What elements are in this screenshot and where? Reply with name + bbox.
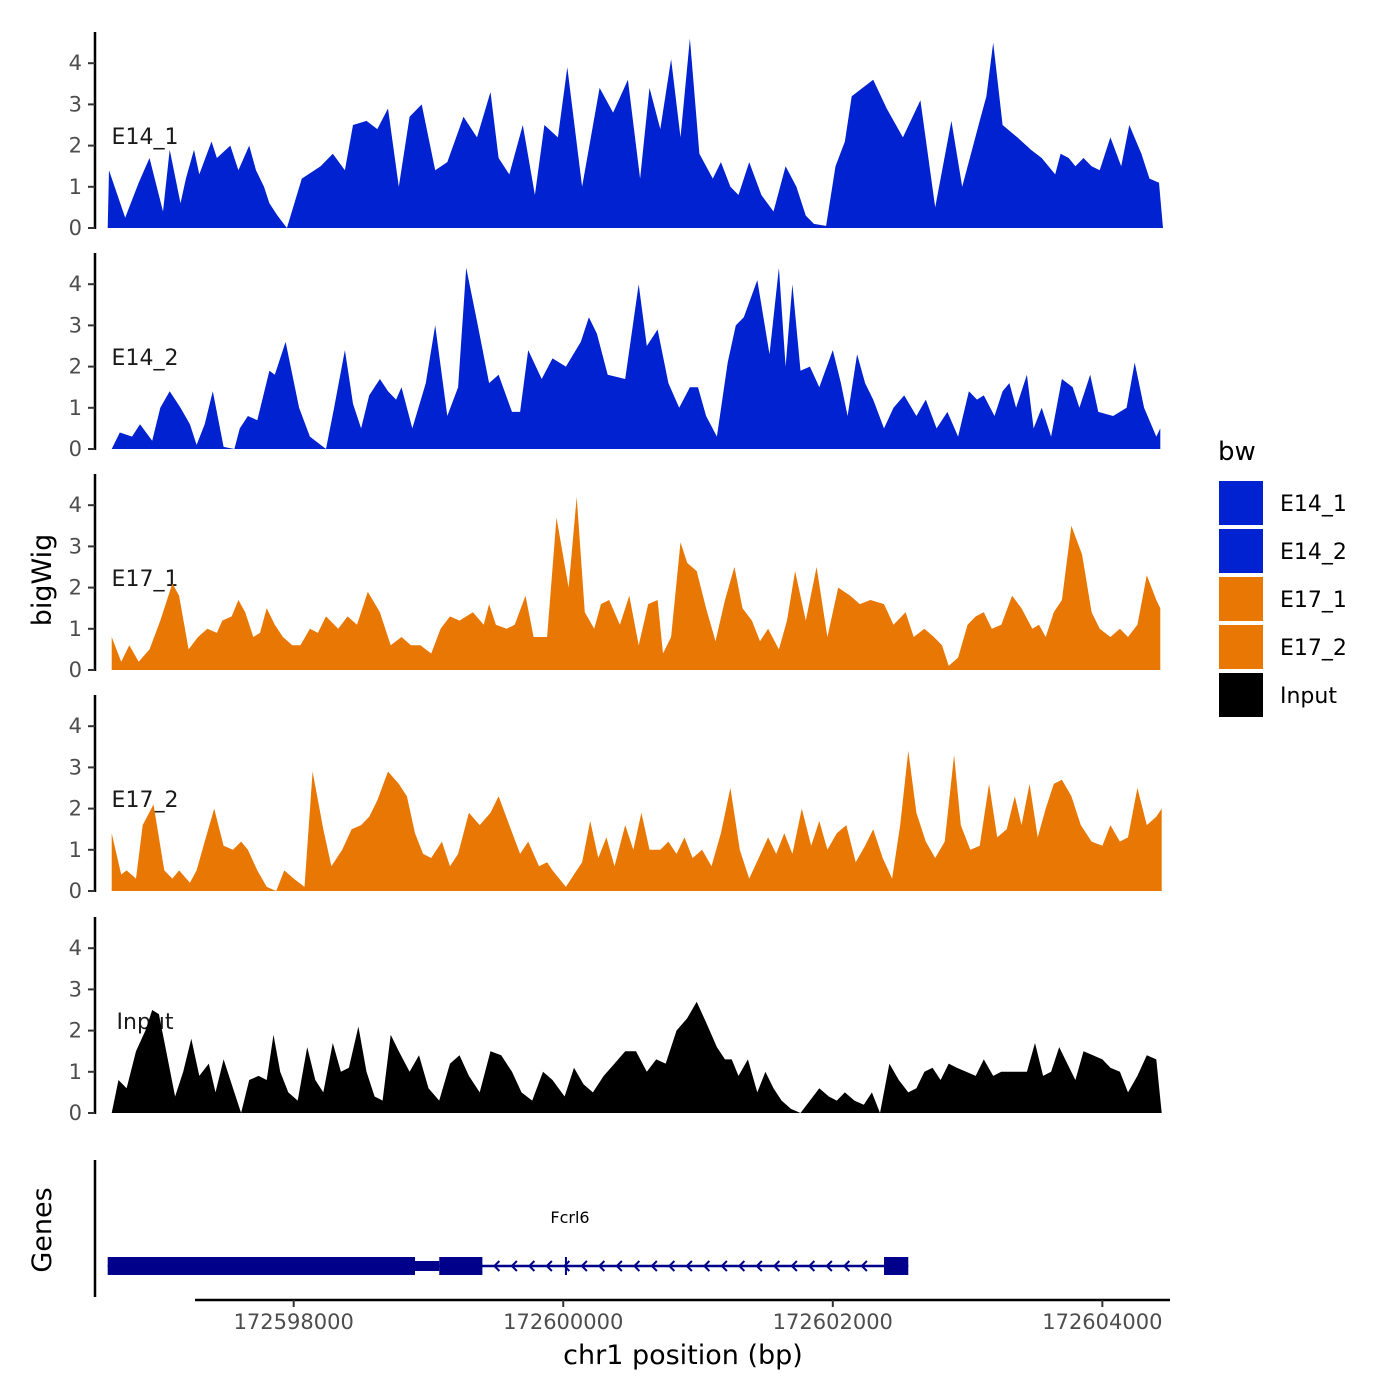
gene-exon xyxy=(884,1257,909,1275)
y-tick-label: 3 xyxy=(69,755,82,779)
track-label-E14_2: E14_2 xyxy=(112,346,179,371)
legend-title: bw xyxy=(1218,437,1256,467)
strand-arrow xyxy=(650,1260,658,1272)
strand-arrow xyxy=(632,1260,641,1272)
strand-arrow xyxy=(667,1260,676,1272)
y-tick-label: 2 xyxy=(69,355,82,379)
strand-arrow xyxy=(772,1260,781,1272)
gene-label: Fcrl6 xyxy=(550,1208,589,1227)
y-tick-label: 4 xyxy=(69,936,82,960)
y-axis-title: bigWig xyxy=(27,534,58,627)
legend-label-E17_1: E17_1 xyxy=(1280,588,1347,613)
y-tick-label: 2 xyxy=(69,1019,82,1043)
strand-arrow xyxy=(597,1260,606,1272)
track-label-E14_1: E14_1 xyxy=(112,125,179,150)
area-E14_2 xyxy=(111,267,1161,449)
y-tick-label: 2 xyxy=(69,797,82,821)
track-E17_1: 0 1 2 3 4 E17_1 xyxy=(69,474,1161,682)
x-axis: 172598000 172600000 172602000 172604000 xyxy=(195,1298,1170,1334)
y-tick-label: 4 xyxy=(69,51,82,75)
strand-arrow xyxy=(527,1260,536,1272)
gene-utr xyxy=(414,1261,440,1271)
area-E17_2 xyxy=(111,750,1162,891)
legend-label-E14_1: E14_1 xyxy=(1280,492,1347,517)
legend-label-E17_2: E17_2 xyxy=(1280,636,1347,661)
track-label-Input: Input xyxy=(117,1010,174,1035)
genes-axis-title: Genes xyxy=(27,1187,58,1272)
legend-swatch-E14_1 xyxy=(1219,481,1263,525)
y-tick-label: 1 xyxy=(69,175,82,199)
x-axis-title: chr1 position (bp) xyxy=(563,1340,803,1371)
strand-arrow xyxy=(720,1260,728,1272)
legend-swatch-E17_1 xyxy=(1219,577,1263,621)
track-label-E17_2: E17_2 xyxy=(112,788,179,813)
strand-arrow xyxy=(580,1260,588,1272)
strand-arrow xyxy=(790,1260,798,1272)
track-E14_1: 0 1 2 3 4 E14_1 xyxy=(69,32,1164,240)
y-tick-label: 0 xyxy=(69,879,82,903)
strand-arrow xyxy=(492,1260,501,1272)
legend-swatch-E17_2 xyxy=(1219,625,1263,669)
strand-arrow xyxy=(510,1260,518,1272)
y-tick-label: 0 xyxy=(69,658,82,682)
track-Input: 0 1 2 3 4 Input xyxy=(69,917,1162,1125)
y-tick-label: 0 xyxy=(69,1101,82,1125)
x-tick-label: 172604000 xyxy=(1042,1310,1162,1334)
y-tick-label: 3 xyxy=(69,92,82,116)
track-E17_2: 0 1 2 3 4 E17_2 xyxy=(69,695,1162,903)
strand-arrow xyxy=(825,1260,833,1272)
track-label-E17_1: E17_1 xyxy=(112,567,179,592)
y-tick-label: 1 xyxy=(69,838,82,862)
y-tick-label: 2 xyxy=(69,576,82,600)
strand-arrow xyxy=(702,1260,711,1272)
y-tick-label: 1 xyxy=(69,1060,82,1084)
y-tick-label: 4 xyxy=(69,714,82,738)
legend-swatch-E14_2 xyxy=(1219,529,1263,573)
gene-exon xyxy=(439,1257,483,1275)
y-tick-label: 1 xyxy=(69,617,82,641)
x-tick-label: 172600000 xyxy=(503,1310,623,1334)
y-tick-label: 3 xyxy=(69,977,82,1001)
y-tick-label: 0 xyxy=(69,437,82,461)
strand-arrow xyxy=(807,1260,816,1272)
legend-swatch-Input xyxy=(1219,673,1263,717)
strand-arrow xyxy=(755,1260,763,1272)
legend-label-Input: Input xyxy=(1280,684,1337,709)
strand-arrow xyxy=(737,1260,746,1272)
strand-arrow xyxy=(562,1260,571,1272)
strand-arrow xyxy=(842,1260,851,1272)
x-tick-label: 172602000 xyxy=(773,1310,893,1334)
legend-label-E14_2: E14_2 xyxy=(1280,540,1347,565)
strand-arrow xyxy=(545,1260,553,1272)
y-tick-label: 3 xyxy=(69,313,82,337)
y-tick-label: 0 xyxy=(69,216,82,240)
y-tick-label: 4 xyxy=(69,493,82,517)
y-tick-label: 3 xyxy=(69,534,82,558)
area-E14_1 xyxy=(107,38,1164,228)
gene-exon xyxy=(107,1257,415,1275)
x-tick-label: 172598000 xyxy=(234,1310,354,1334)
area-E17_1 xyxy=(111,497,1161,670)
y-tick-label: 4 xyxy=(69,272,82,296)
strand-arrow xyxy=(860,1260,868,1272)
bigwig-tracks: 0 1 2 3 4 E14_1 0 1 2 3 4 E14_2 0 1 2 3 4 E17_1 0 1 2 3 4 E17_2… xyxy=(69,32,1164,1125)
area-Input xyxy=(111,1001,1162,1113)
y-tick-label: 2 xyxy=(69,134,82,158)
legend: bw E14_1 E14_2 E17_1 E17_2 Input xyxy=(1218,437,1347,717)
strand-arrow xyxy=(685,1260,693,1272)
track-E14_2: 0 1 2 3 4 E14_2 xyxy=(69,253,1161,461)
y-tick-label: 1 xyxy=(69,396,82,420)
strand-arrow xyxy=(615,1260,623,1272)
gene-track: Fcrl6 xyxy=(93,1160,909,1297)
